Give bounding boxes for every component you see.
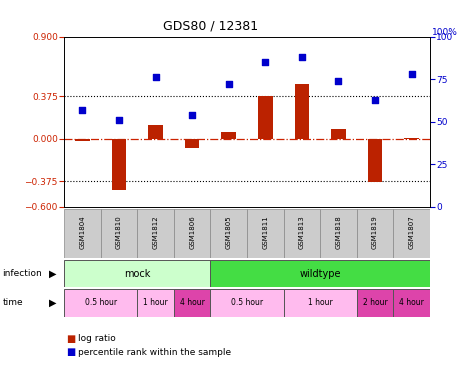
Bar: [137, 209, 174, 258]
Text: 100%: 100%: [432, 27, 458, 37]
Bar: [210, 289, 284, 317]
Bar: [64, 209, 101, 258]
Text: time: time: [2, 298, 23, 307]
Bar: [174, 289, 210, 317]
Text: GSM1813: GSM1813: [299, 216, 305, 249]
Bar: [148, 125, 163, 139]
Text: percentile rank within the sample: percentile rank within the sample: [78, 348, 231, 356]
Bar: [368, 139, 382, 182]
Text: GSM1807: GSM1807: [408, 216, 415, 249]
Text: 2 hour: 2 hour: [362, 298, 388, 307]
Text: ■: ■: [66, 333, 76, 344]
Text: ■: ■: [66, 347, 76, 357]
Text: GSM1804: GSM1804: [79, 216, 86, 249]
Point: [225, 81, 233, 87]
Text: 4 hour: 4 hour: [399, 298, 424, 307]
Bar: [393, 289, 430, 317]
Text: GSM1812: GSM1812: [152, 216, 159, 249]
Text: 0.5 hour: 0.5 hour: [85, 298, 117, 307]
Bar: [284, 209, 320, 258]
Bar: [258, 96, 273, 139]
Text: GSM1819: GSM1819: [372, 216, 378, 249]
Bar: [185, 139, 200, 148]
Text: GSM1811: GSM1811: [262, 216, 268, 249]
Point: [371, 97, 379, 102]
Point: [188, 112, 196, 118]
Text: GSM1818: GSM1818: [335, 216, 342, 249]
Bar: [247, 209, 284, 258]
Bar: [174, 209, 210, 258]
Text: mock: mock: [124, 269, 151, 279]
Text: GSM1806: GSM1806: [189, 216, 195, 249]
Bar: [320, 209, 357, 258]
Text: infection: infection: [2, 269, 42, 278]
Point: [78, 107, 86, 113]
Text: 1 hour: 1 hour: [308, 298, 332, 307]
Point: [408, 71, 415, 77]
Bar: [393, 209, 430, 258]
Bar: [75, 139, 90, 141]
Point: [334, 78, 342, 84]
Bar: [357, 289, 393, 317]
Text: GSM1805: GSM1805: [226, 216, 232, 249]
Bar: [64, 289, 137, 317]
Bar: [210, 260, 430, 287]
Text: GSM1810: GSM1810: [116, 216, 122, 249]
Text: log ratio: log ratio: [78, 334, 116, 343]
Bar: [112, 139, 126, 190]
Text: 0.5 hour: 0.5 hour: [231, 298, 263, 307]
Bar: [284, 289, 357, 317]
Bar: [210, 209, 247, 258]
Point: [152, 75, 160, 81]
Bar: [137, 289, 174, 317]
Bar: [357, 209, 393, 258]
Text: wildtype: wildtype: [299, 269, 341, 279]
Bar: [404, 138, 419, 139]
Bar: [64, 260, 210, 287]
Text: ▶: ▶: [48, 269, 56, 279]
Text: GDS80 / 12381: GDS80 / 12381: [163, 20, 258, 33]
Bar: [294, 84, 309, 139]
Text: 1 hour: 1 hour: [143, 298, 168, 307]
Bar: [221, 132, 236, 139]
Point: [261, 59, 269, 65]
Bar: [331, 128, 346, 139]
Text: ▶: ▶: [48, 298, 56, 308]
Point: [298, 54, 306, 60]
Text: 4 hour: 4 hour: [180, 298, 205, 307]
Point: [115, 117, 123, 123]
Bar: [101, 209, 137, 258]
